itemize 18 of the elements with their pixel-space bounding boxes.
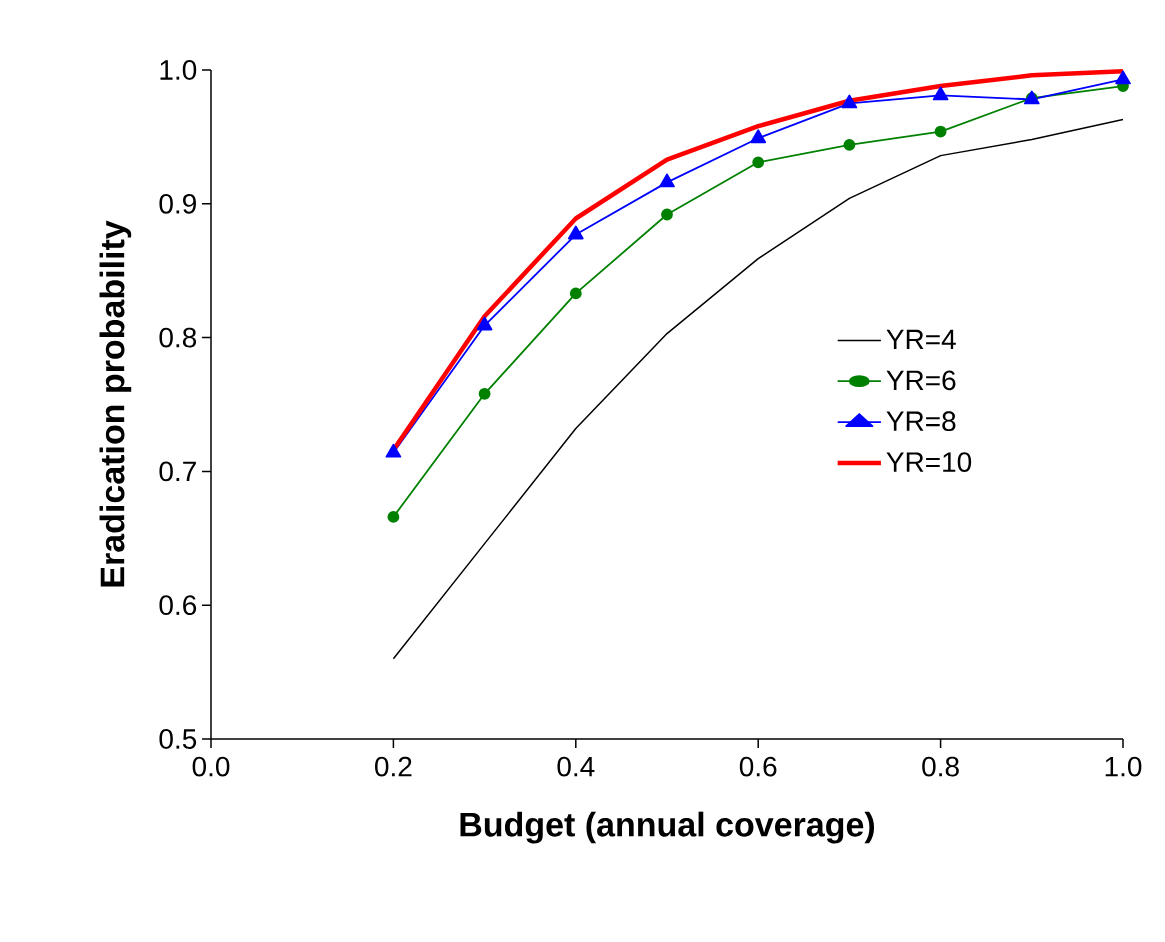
x-tick-label: 0.6 [739, 756, 777, 777]
legend-label: YR=8 [886, 411, 956, 432]
x-tick-label: 1.0 [1105, 756, 1142, 777]
y-tick-label: 1.0 [160, 60, 197, 80]
y-tick-label: 0.9 [159, 193, 196, 214]
x-tick-label: 0.2 [375, 756, 412, 777]
legend-label: YR=6 [886, 370, 956, 391]
legend-label: YR=10 [886, 452, 972, 472]
y-tick-label: 0.7 [159, 461, 196, 482]
y-tick-label: 0.5 [159, 729, 197, 749]
y-axis-title: Eradication probability [99, 220, 132, 587]
x-tick-label: 0.0 [192, 756, 230, 777]
y-tick-label: 0.6 [159, 595, 197, 616]
legend-label: YR=4 [886, 329, 956, 350]
y-tick-label: 0.8 [159, 327, 197, 348]
x-axis-title: Budget (annual coverage) [460, 811, 875, 844]
x-tick-label: 0.4 [557, 756, 595, 777]
x-tick-label: 0.8 [922, 756, 959, 777]
